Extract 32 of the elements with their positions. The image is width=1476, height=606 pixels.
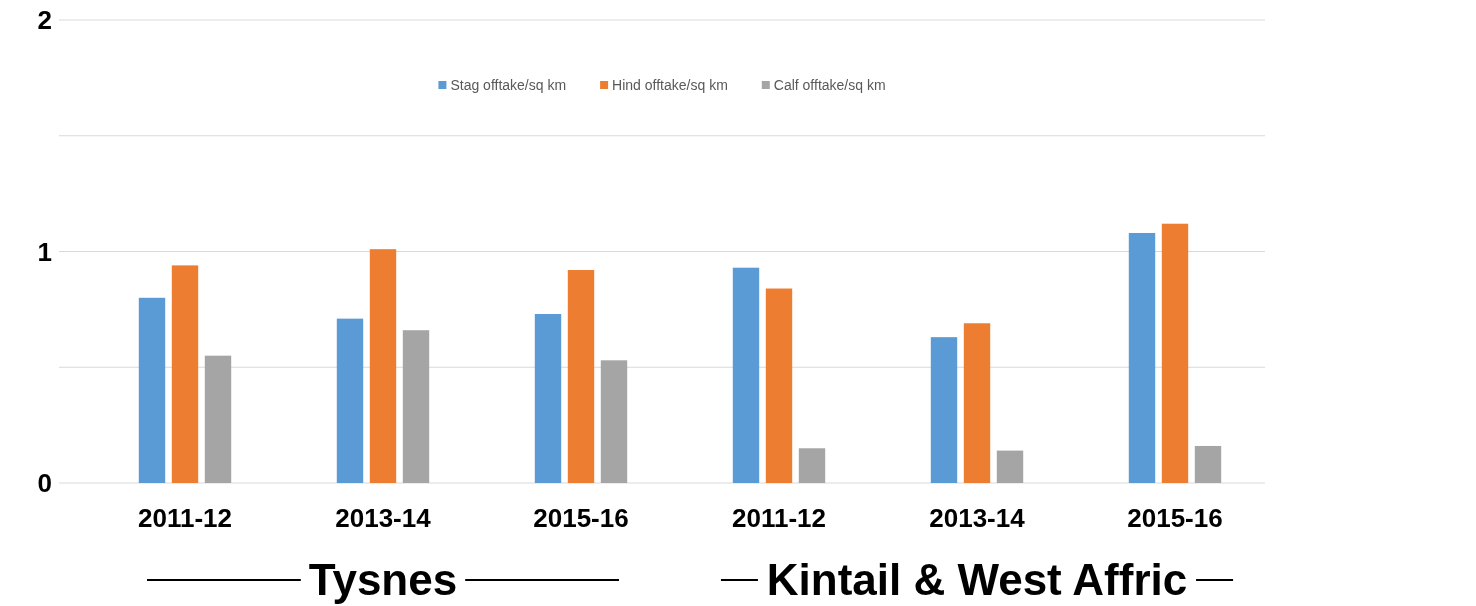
bar — [567, 270, 595, 483]
x-tick-label: 2011-12 — [138, 503, 232, 533]
bar — [171, 265, 199, 483]
legend-label: Hind offtake/sq km — [612, 77, 728, 93]
bar — [765, 288, 793, 483]
bar — [600, 360, 628, 483]
bar — [798, 448, 826, 483]
bar — [732, 267, 760, 483]
text: Tysnes — [308, 555, 458, 604]
bar — [204, 355, 232, 483]
bar — [1161, 223, 1189, 483]
bar — [534, 314, 562, 483]
bar — [963, 323, 991, 483]
x-tick-label: 2011-12 — [732, 503, 826, 533]
bar — [1194, 445, 1222, 483]
bar — [402, 330, 430, 483]
bar — [996, 450, 1024, 483]
legend-label: Calf offtake/sq km — [773, 77, 886, 93]
y-tick-label: 1 — [37, 236, 52, 267]
y-tick-label: 2 — [37, 5, 52, 35]
bar — [336, 318, 364, 483]
x-tick-label: 2013-14 — [929, 503, 1026, 533]
text: Kintail & West Affric — [766, 555, 1188, 604]
x-tick-label: 2015-16 — [1127, 503, 1223, 533]
bar — [138, 297, 166, 483]
legend-label: Stag offtake/sq km — [450, 77, 567, 93]
y-tick-label: 0 — [37, 468, 52, 498]
bar — [369, 249, 397, 483]
x-tick-label: 2015-16 — [533, 503, 629, 533]
bar — [930, 337, 958, 483]
bar — [1128, 232, 1156, 483]
x-tick-label: 2013-14 — [335, 503, 432, 533]
